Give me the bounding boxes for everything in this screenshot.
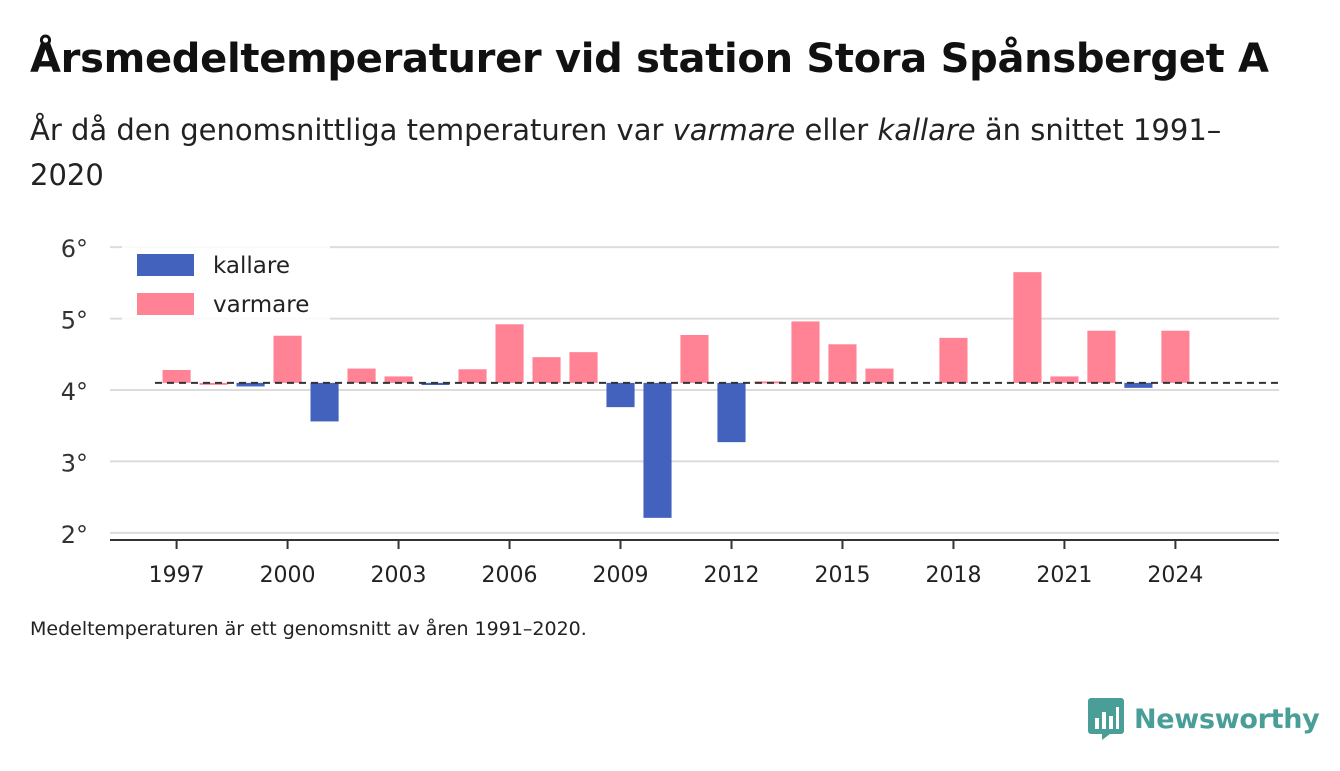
bar-2008: [569, 352, 598, 383]
bar-2011: [680, 335, 709, 383]
x-tick-label: 2006: [482, 563, 538, 588]
bar-2001: [310, 382, 339, 422]
subtitle-cold-word: kallare: [877, 113, 976, 147]
legend-swatch-kallare: [137, 254, 194, 276]
chart-title: Årsmedeltemperaturer vid station Stora S…: [30, 36, 1269, 82]
legend-label-varmare: varmare: [213, 292, 309, 318]
bar-2023: [1124, 382, 1153, 388]
bar-1999: [236, 382, 265, 387]
subtitle-text-1: År då den genomsnittliga temperaturen va…: [30, 113, 673, 147]
bar-2024: [1161, 330, 1190, 383]
bar-2012: [717, 382, 746, 443]
bar-2003: [384, 376, 413, 383]
x-tick-label: 2024: [1147, 563, 1203, 588]
newsworthy-logo-icon: [1088, 698, 1124, 740]
bar-1997: [162, 370, 191, 383]
legend-swatch-varmare: [137, 293, 194, 315]
bar-2020: [1013, 272, 1042, 383]
bar-2010: [643, 382, 672, 518]
subtitle-warm-word: varmare: [672, 113, 796, 147]
chart-subtitle: År då den genomsnittliga temperaturen va…: [30, 108, 1230, 198]
bar-2021: [1050, 376, 1079, 383]
bar-2007: [532, 357, 561, 383]
legend-label-kallare: kallare: [213, 253, 290, 279]
bar-2016: [865, 368, 894, 383]
subtitle-text-2: eller: [795, 113, 878, 147]
x-tick-label: 2009: [593, 563, 649, 588]
bar-2014: [791, 321, 820, 383]
x-tick-label: 1997: [149, 563, 205, 588]
bar-2002: [347, 368, 376, 383]
x-tick-label: 2000: [260, 563, 316, 588]
x-tick-label: 2003: [371, 563, 427, 588]
bar-chart: 2° 3° 4° 5° 6° 1997 2000 2003 2006 2009 2012 2015 20…: [61, 235, 1279, 588]
bar-2005: [458, 369, 487, 383]
subtitle-text-3: än snittet 1991–2020: [30, 113, 1222, 192]
bar-2022: [1087, 330, 1116, 383]
bar-2009: [606, 382, 635, 408]
x-tick-label: 2018: [925, 563, 981, 588]
y-tick-label: 6°: [61, 235, 88, 263]
y-tick-label: 3°: [61, 449, 88, 477]
x-tick-label: 2012: [703, 563, 759, 588]
bar-2000: [273, 335, 302, 383]
bar-2018: [939, 337, 968, 383]
bar-2006: [495, 324, 524, 383]
chart-footnote: Medeltemperaturen är ett genomsnitt av å…: [30, 618, 587, 640]
y-tick-label: 5°: [61, 307, 88, 335]
brand-name: Newsworthy: [1134, 703, 1320, 735]
bar-2015: [828, 344, 857, 383]
x-tick-label: 2015: [814, 563, 870, 588]
y-tick-label: 4°: [61, 378, 88, 406]
brand-logo[interactable]: Newsworthy: [1088, 698, 1320, 740]
y-tick-label: 2°: [61, 521, 88, 549]
x-tick-label: 2021: [1036, 563, 1092, 588]
bar-2004: [421, 382, 450, 385]
bar-1998: [199, 382, 228, 385]
